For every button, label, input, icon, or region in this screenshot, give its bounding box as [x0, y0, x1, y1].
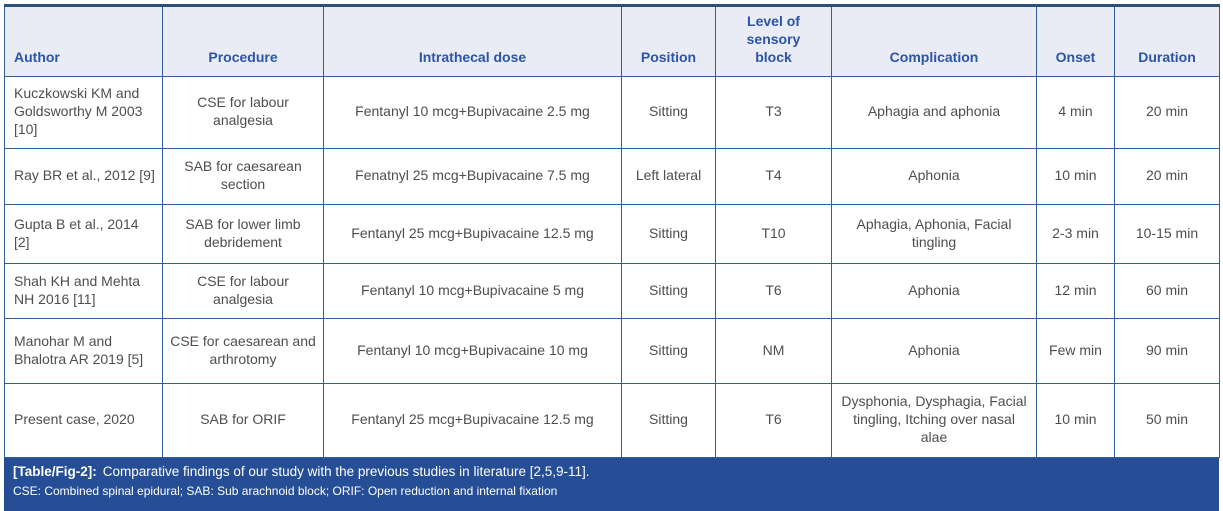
header-row: Author Procedure Intrathecal dose Positi…: [4, 5, 1220, 77]
table-row: Gupta B et al., 2014 [2] SAB for lower l…: [4, 203, 1220, 264]
abbreviations-footnote: CSE: Combined spinal epidural; SAB: Sub …: [13, 483, 558, 498]
cell-onset: 10 min: [1036, 382, 1115, 458]
cell-author: Shah KH and Mehta NH 2016 [11]: [4, 262, 163, 319]
cell-duration: 60 min: [1114, 262, 1220, 319]
cell-onset: 12 min: [1036, 262, 1115, 319]
cell-position: Sitting: [621, 75, 716, 149]
cell-level-of-sensory-block: T4: [715, 147, 832, 205]
table-row: Shah KH and Mehta NH 2016 [11] CSE for l…: [4, 262, 1220, 319]
cell-procedure: CSE for labour analgesia: [162, 75, 324, 149]
table-row: Manohar M and Bhalotra AR 2019 [5] CSE f…: [4, 317, 1220, 384]
cell-level-of-sensory-block: NM: [715, 317, 832, 384]
cell-onset: 10 min: [1036, 147, 1115, 205]
cell-intrathecal-dose: Fentanyl 25 mcg+Bupivacaine 12.5 mg: [323, 382, 622, 458]
cell-onset: 2-3 min: [1036, 203, 1115, 264]
cell-position: Sitting: [621, 203, 716, 264]
caption-text: Comparative findings of our study with t…: [102, 463, 590, 479]
cell-author: Gupta B et al., 2014 [2]: [4, 203, 163, 264]
cell-duration: 20 min: [1114, 75, 1220, 149]
cell-onset: 4 min: [1036, 75, 1115, 149]
column-header-intrathecal-dose: Intrathecal dose: [323, 5, 622, 77]
cell-procedure: SAB for ORIF: [162, 382, 324, 458]
cell-procedure: SAB for caesarean section: [162, 147, 324, 205]
cell-author: Manohar M and Bhalotra AR 2019 [5]: [4, 317, 163, 384]
cell-duration: 90 min: [1114, 317, 1220, 384]
table-row: Kuczkowski KM and Goldsworthy M 2003 [10…: [4, 75, 1220, 149]
cell-complication: Aphonia: [831, 147, 1037, 205]
cell-author: Present case, 2020: [4, 382, 163, 458]
cell-position: Left lateral: [621, 147, 716, 205]
cell-duration: 20 min: [1114, 147, 1220, 205]
cell-complication: Dysphonia, Dysphagia, Facial tingling, I…: [831, 382, 1037, 458]
cell-complication: Aphonia: [831, 262, 1037, 319]
cell-position: Sitting: [621, 382, 716, 458]
column-header-onset: Onset: [1036, 5, 1115, 77]
cell-complication: Aphagia and aphonia: [831, 75, 1037, 149]
cell-level-of-sensory-block: T3: [715, 75, 832, 149]
cell-procedure: SAB for lower limb debridement: [162, 203, 324, 264]
column-header-level-of-sensory-block: Level of sensory block: [715, 5, 832, 77]
cell-complication: Aphagia, Aphonia, Facial tingling: [831, 203, 1037, 264]
cell-level-of-sensory-block: T10: [715, 203, 832, 264]
cell-procedure: CSE for labour analgesia: [162, 262, 324, 319]
cell-complication: Aphonia: [831, 317, 1037, 384]
column-header-duration: Duration: [1114, 5, 1220, 77]
cell-position: Sitting: [621, 317, 716, 384]
cell-intrathecal-dose: Fentanyl 10 mcg+Bupivacaine 10 mg: [323, 317, 622, 384]
cell-author: Ray BR et al., 2012 [9]: [4, 147, 163, 205]
cell-level-of-sensory-block: T6: [715, 262, 832, 319]
column-header-complication: Complication: [831, 5, 1037, 77]
cell-onset: Few min: [1036, 317, 1115, 384]
cell-intrathecal-dose: Fentanyl 25 mcg+Bupivacaine 12.5 mg: [323, 203, 622, 264]
table-row: Present case, 2020 SAB for ORIF Fentanyl…: [4, 382, 1220, 458]
cell-intrathecal-dose: Fenatnyl 25 mcg+Bupivacaine 7.5 mg: [323, 147, 622, 205]
cell-author: Kuczkowski KM and Goldsworthy M 2003 [10…: [4, 75, 163, 149]
cell-position: Sitting: [621, 262, 716, 319]
column-header-author: Author: [4, 5, 163, 77]
cell-procedure: CSE for caesarean and arthrotomy: [162, 317, 324, 384]
caption-bar: [Table/Fig-2]: Comparative findings of ou…: [4, 457, 1219, 511]
table-row: Ray BR et al., 2012 [9] SAB for caesarea…: [4, 147, 1220, 205]
cell-intrathecal-dose: Fentanyl 10 mcg+Bupivacaine 5 mg: [323, 262, 622, 319]
column-header-procedure: Procedure: [162, 5, 324, 77]
comparative-table: Author Procedure Intrathecal dose Positi…: [4, 4, 1220, 458]
cell-duration: 10-15 min: [1114, 203, 1220, 264]
table-caption: [Table/Fig-2]: Comparative findings of ou…: [13, 463, 1210, 481]
column-header-position: Position: [621, 5, 716, 77]
cell-level-of-sensory-block: T6: [715, 382, 832, 458]
table-figure: Author Procedure Intrathecal dose Positi…: [4, 4, 1220, 511]
figure-label: [Table/Fig-2]:: [13, 463, 97, 479]
cell-duration: 50 min: [1114, 382, 1220, 458]
cell-intrathecal-dose: Fentanyl 10 mcg+Bupivacaine 2.5 mg: [323, 75, 622, 149]
